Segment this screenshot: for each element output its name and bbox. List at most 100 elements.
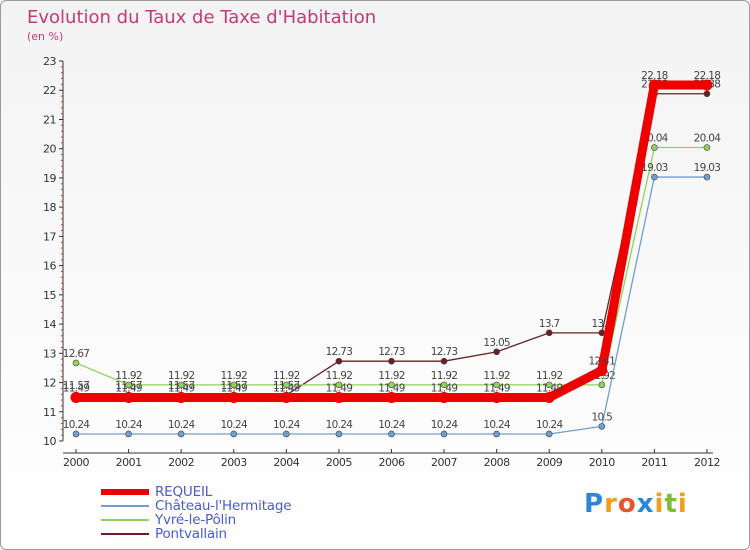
data-point xyxy=(545,381,553,389)
data-label: 13.05 xyxy=(483,337,510,349)
data-point xyxy=(388,430,395,438)
data-point xyxy=(493,348,500,356)
logo-letter: i xyxy=(654,489,665,519)
data-point xyxy=(545,430,553,438)
data-label: 11.92 xyxy=(115,370,142,382)
legend-item-yvre: Yvré-le-Pôlin xyxy=(101,512,361,528)
logo-letter: t xyxy=(664,489,678,519)
x-tick-label: 2002 xyxy=(168,456,194,469)
legend-swatch-yvre xyxy=(101,519,149,521)
legend-label: Pontvallain xyxy=(155,526,227,542)
data-point xyxy=(703,173,711,181)
data-label: 11.49 xyxy=(536,382,563,394)
data-label: 12.73 xyxy=(431,346,458,358)
data-point xyxy=(230,430,238,438)
x-tick-label: 2001 xyxy=(116,456,142,469)
data-point xyxy=(388,357,395,365)
data-label: 10.24 xyxy=(431,419,459,431)
y-tick-label: 12 xyxy=(43,377,56,390)
data-point xyxy=(72,359,80,367)
data-point xyxy=(388,381,395,389)
data-label: 10.5 xyxy=(592,411,613,423)
data-point xyxy=(648,79,660,91)
data-label: 11.92 xyxy=(378,370,405,382)
data-point xyxy=(703,144,711,151)
data-point xyxy=(493,430,500,438)
y-tick-label: 19 xyxy=(43,172,56,185)
data-point xyxy=(123,391,135,403)
y-tick-label: 11 xyxy=(43,406,56,419)
data-label: 10.24 xyxy=(63,419,91,431)
data-point xyxy=(335,381,343,389)
logo-letter: i xyxy=(677,489,688,519)
data-label: 11.49 xyxy=(220,382,247,394)
y-tick-label: 18 xyxy=(43,201,56,214)
logo-letter: r xyxy=(604,489,618,519)
proxiti-logo: Proxiti xyxy=(584,489,688,519)
data-point xyxy=(283,430,290,438)
data-label: 11.92 xyxy=(326,370,353,382)
data-point xyxy=(230,381,238,389)
data-label: 11.49 xyxy=(431,382,458,394)
data-label: 11.92 xyxy=(273,370,300,382)
data-point xyxy=(125,381,132,389)
data-point xyxy=(175,391,187,403)
logo-letter: P xyxy=(584,489,605,519)
data-point xyxy=(440,430,448,438)
x-tick-label: 2012 xyxy=(694,456,720,469)
data-label: 10.24 xyxy=(326,419,354,431)
x-tick-label: 2000 xyxy=(63,456,89,469)
data-point xyxy=(125,430,132,438)
y-tick-label: 14 xyxy=(43,318,56,331)
legend-swatch-chateau xyxy=(101,505,149,507)
data-label: 20.04 xyxy=(694,133,722,145)
chart-subtitle: (en %) xyxy=(27,30,64,43)
data-label: 19.03 xyxy=(694,162,721,174)
x-tick-label: 2005 xyxy=(326,456,352,469)
data-point xyxy=(333,391,345,403)
legend-label: Yvré-le-Pôlin xyxy=(155,512,236,528)
legend-item-chateau: Château-l'Hermitage xyxy=(101,498,361,514)
y-tick-label: 17 xyxy=(43,230,56,243)
legend-item-requeil: REQUEIL xyxy=(101,484,361,500)
data-point xyxy=(493,381,500,389)
y-tick-label: 20 xyxy=(43,143,56,156)
x-tick-label: 2003 xyxy=(221,456,247,469)
data-label: 11.49 xyxy=(378,382,405,394)
data-label: 11.57 xyxy=(63,380,90,392)
data-label: 12.73 xyxy=(378,346,405,358)
data-label: 22.18 xyxy=(641,70,668,82)
data-label: 11.49 xyxy=(326,382,353,394)
y-tick-label: 21 xyxy=(43,113,56,126)
data-label: 11.92 xyxy=(168,370,195,382)
data-label: 22.18 xyxy=(694,70,721,82)
data-point xyxy=(177,430,185,438)
data-label: 10.24 xyxy=(220,419,248,431)
x-tick-label: 2009 xyxy=(536,456,562,469)
data-point xyxy=(651,173,658,181)
y-tick-label: 10 xyxy=(43,435,56,448)
legend-item-pontvallain: Pontvallain xyxy=(101,526,361,542)
y-tick-label: 13 xyxy=(43,347,56,360)
data-label: 13.7 xyxy=(539,318,560,330)
data-point xyxy=(651,144,658,151)
data-point xyxy=(280,391,292,403)
data-point xyxy=(703,90,711,98)
data-label: 11.49 xyxy=(273,382,300,394)
data-point xyxy=(440,357,448,365)
y-tick-label: 23 xyxy=(43,55,56,68)
data-point xyxy=(70,391,82,403)
y-tick-label: 15 xyxy=(43,289,56,302)
x-tick-label: 2010 xyxy=(589,456,615,469)
x-tick-label: 2008 xyxy=(484,456,510,469)
data-label: 12.41 xyxy=(589,356,616,368)
data-label: 11.92 xyxy=(483,370,510,382)
data-point xyxy=(283,381,290,389)
chart-title: Evolution du Taux de Taxe d'Habitation xyxy=(27,7,377,28)
data-point xyxy=(335,357,343,365)
data-point xyxy=(228,391,240,403)
data-point xyxy=(596,365,608,377)
legend-label: REQUEIL xyxy=(155,484,213,500)
data-label: 11.49 xyxy=(168,382,195,394)
